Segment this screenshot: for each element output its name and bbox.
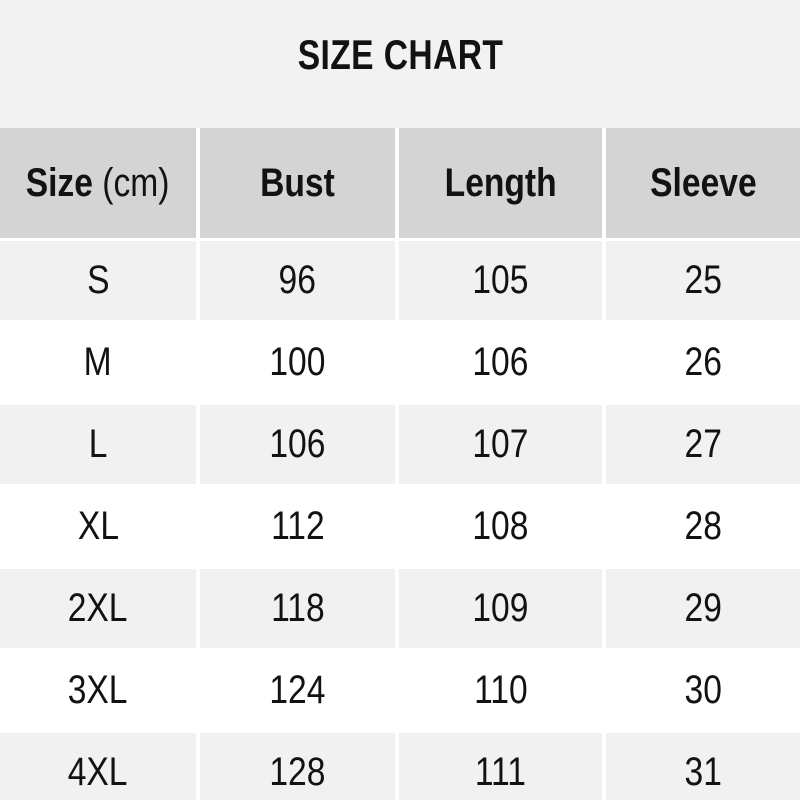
cell-sleeve: 31 xyxy=(602,730,800,800)
cell-length: 106 xyxy=(395,320,602,402)
page-title: SIZE CHART xyxy=(0,0,800,76)
table-row-4xl: 4XL 128 111 31 xyxy=(0,730,800,800)
bust-value: 100 xyxy=(269,340,326,384)
header-cell-sleeve: Sleeve xyxy=(602,128,800,238)
table-row-3xl: 3XL 124 110 30 xyxy=(0,648,800,730)
sleeve-label: Sleeve xyxy=(649,160,757,205)
cell-bust: 100 xyxy=(196,320,395,402)
cell-size: L xyxy=(0,402,196,484)
sleeve-value: 31 xyxy=(684,750,722,794)
cell-bust: 106 xyxy=(196,402,395,484)
length-value: 109 xyxy=(472,586,529,630)
length-value: 106 xyxy=(472,340,529,384)
size-value: 3XL xyxy=(68,668,128,712)
header-row: Size (cm) Bust Length Sleeve xyxy=(0,128,800,238)
cell-size: 2XL xyxy=(0,566,196,648)
bust-value: 106 xyxy=(269,422,326,466)
cell-sleeve: 26 xyxy=(602,320,800,402)
cell-size: 4XL xyxy=(0,730,196,800)
sleeve-value: 25 xyxy=(684,258,722,302)
table-row-m: M 100 106 26 xyxy=(0,320,800,402)
cell-sleeve: 25 xyxy=(602,238,800,320)
length-label: Length xyxy=(444,160,557,205)
table-row-2xl: 2XL 118 109 29 xyxy=(0,566,800,648)
table-row-s: S 96 105 25 xyxy=(0,238,800,320)
cell-sleeve: 27 xyxy=(602,402,800,484)
page-title-text: SIZE CHART xyxy=(297,31,503,78)
cell-length: 109 xyxy=(395,566,602,648)
bust-value: 112 xyxy=(270,504,325,548)
sleeve-value: 28 xyxy=(684,504,722,548)
cell-bust: 124 xyxy=(196,648,395,730)
length-value: 108 xyxy=(472,504,529,548)
size-value: M xyxy=(83,340,112,384)
table-row-l: L 106 107 27 xyxy=(0,402,800,484)
cell-sleeve: 29 xyxy=(602,566,800,648)
cell-size: M xyxy=(0,320,196,402)
cell-size: XL xyxy=(0,484,196,566)
cell-size: S xyxy=(0,238,196,320)
header-cell-bust: Bust xyxy=(196,128,395,238)
cell-bust: 112 xyxy=(196,484,395,566)
size-chart-table: Size (cm) Bust Length Sleeve S 96 105 25 xyxy=(0,128,800,800)
cell-length: 110 xyxy=(395,648,602,730)
bust-value: 124 xyxy=(269,668,326,712)
size-value: 2XL xyxy=(68,586,128,630)
bust-value: 118 xyxy=(270,586,325,630)
cell-bust: 128 xyxy=(196,730,395,800)
size-value: S xyxy=(86,258,110,302)
cell-size: 3XL xyxy=(0,648,196,730)
cell-bust: 118 xyxy=(196,566,395,648)
length-value: 105 xyxy=(472,258,529,302)
header-cell-length: Length xyxy=(395,128,602,238)
bust-value: 96 xyxy=(278,258,317,302)
size-value: L xyxy=(88,422,108,466)
cell-length: 105 xyxy=(395,238,602,320)
cell-sleeve: 30 xyxy=(602,648,800,730)
size-unit-label: (cm) xyxy=(102,160,170,205)
cell-length: 107 xyxy=(395,402,602,484)
sleeve-value: 30 xyxy=(684,668,722,712)
table-row-xl: XL 112 108 28 xyxy=(0,484,800,566)
sleeve-value: 26 xyxy=(684,340,722,384)
header-cell-size: Size (cm) xyxy=(0,128,196,238)
size-label: Size xyxy=(26,160,94,205)
bust-value: 128 xyxy=(269,750,326,794)
cell-sleeve: 28 xyxy=(602,484,800,566)
sleeve-value: 27 xyxy=(684,422,722,466)
length-value: 107 xyxy=(472,422,529,466)
size-value: 4XL xyxy=(68,750,128,794)
cell-bust: 96 xyxy=(196,238,395,320)
sleeve-value: 29 xyxy=(684,586,722,630)
size-value: XL xyxy=(77,504,119,548)
cell-length: 108 xyxy=(395,484,602,566)
length-value: 110 xyxy=(473,668,528,712)
length-value: 111 xyxy=(474,750,527,794)
cell-length: 111 xyxy=(395,730,602,800)
bust-label: Bust xyxy=(260,160,335,205)
